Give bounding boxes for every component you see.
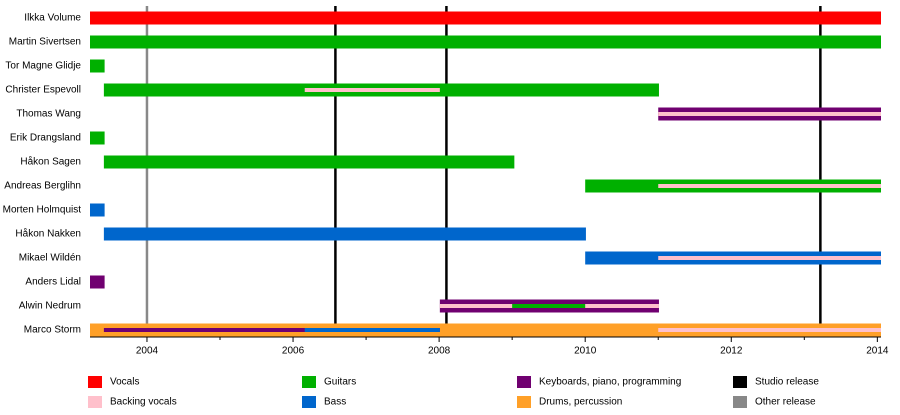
role-bar	[90, 11, 881, 25]
legend-swatch	[733, 396, 747, 408]
legend-label: Backing vocals	[110, 397, 177, 408]
legend-label: Keyboards, piano, programming	[539, 377, 681, 388]
role-bar-thin	[103, 328, 440, 332]
legend-label: Other release	[755, 397, 816, 408]
legend-label: Studio release	[755, 377, 819, 388]
role-bar-thin	[658, 184, 881, 188]
member-label: Thomas Wang	[16, 109, 81, 120]
role-bar-thin	[512, 304, 586, 308]
member-label: Andreas Berglihn	[4, 181, 81, 192]
member-label: Christer Espevoll	[5, 85, 81, 96]
member-label: Morten Holmquist	[3, 205, 82, 216]
legend-label: Guitars	[324, 377, 356, 388]
legend-swatch	[88, 376, 102, 388]
role-bar	[90, 35, 881, 49]
role-bar-thin	[658, 112, 881, 116]
member-label: Ilkka Volume	[24, 13, 81, 24]
role-bar-thin	[658, 328, 881, 332]
member-label: Anders Lidal	[25, 277, 81, 288]
member-label: Martin Sivertsen	[9, 37, 81, 48]
x-tick-label: 2006	[282, 346, 305, 357]
member-label: Håkon Nakken	[15, 228, 81, 240]
x-tick-label: 2008	[428, 346, 451, 357]
legend-swatch	[302, 376, 316, 388]
legend-swatch	[517, 376, 531, 388]
role-bar	[90, 131, 105, 145]
legend-label: Bass	[324, 397, 346, 408]
legend-swatch	[302, 396, 316, 408]
role-bar-thin	[658, 256, 881, 260]
legend-swatch	[517, 396, 531, 408]
x-tick-label: 2004	[136, 346, 159, 357]
legend-label: Drums, percussion	[539, 397, 622, 408]
x-tick-label: 2012	[720, 346, 743, 357]
member-label: Marco Storm	[24, 325, 81, 336]
x-tick-label: 2010	[574, 346, 597, 357]
member-label: Erik Drangsland	[10, 133, 81, 144]
role-bar	[103, 155, 515, 169]
role-bar	[90, 275, 105, 289]
role-bar	[90, 59, 105, 73]
legend-swatch	[733, 376, 747, 388]
role-bar-thin	[304, 88, 440, 92]
role-bar-thin	[304, 328, 440, 332]
legend-label: Vocals	[110, 377, 139, 388]
member-label: Alwin Nedrum	[19, 301, 81, 312]
role-bar	[103, 227, 586, 241]
role-bar	[90, 203, 105, 217]
member-label: Håkon Sagen	[20, 156, 81, 168]
legend-swatch	[88, 396, 102, 408]
member-label: Tor Magne Glidje	[5, 61, 81, 72]
member-label: Mikael Wildén	[19, 253, 81, 264]
x-tick-label: 2014	[866, 346, 889, 357]
